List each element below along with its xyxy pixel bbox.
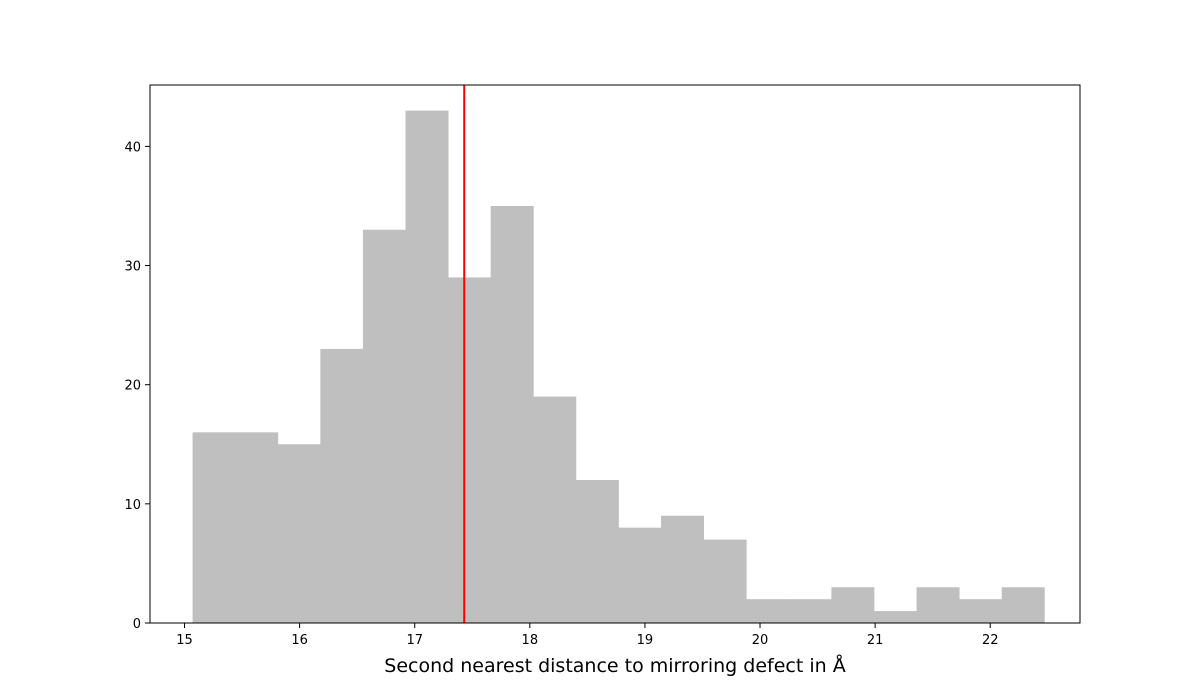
histogram-bar (235, 432, 279, 623)
histogram-bar (831, 587, 875, 623)
histogram-bar (490, 205, 534, 623)
x-tick-label: 21 (867, 633, 884, 648)
y-tick-label: 0 (133, 617, 141, 632)
x-tick-label: 22 (982, 633, 999, 648)
histogram-bar (362, 229, 406, 623)
plot-frame (149, 84, 1081, 624)
histogram-bars (192, 110, 1045, 624)
x-tick-label: 19 (637, 633, 654, 648)
histogram-bar (405, 110, 449, 624)
x-tick-label: 17 (406, 633, 423, 648)
histogram-bar (575, 480, 619, 623)
histogram-bar (873, 611, 917, 623)
histogram-bar (959, 599, 1003, 623)
y-tick-label: 10 (124, 498, 141, 513)
x-tick-label: 16 (291, 633, 308, 648)
histogram-bar (916, 587, 960, 623)
x-tick-label: 15 (176, 633, 193, 648)
x-tick-label: 20 (752, 633, 769, 648)
histogram-bar (1001, 587, 1045, 623)
histogram-bar (661, 515, 705, 623)
histogram-bar (192, 432, 236, 623)
histogram-bar (703, 539, 747, 623)
histogram-bar (277, 444, 321, 623)
x-axis-label: Second nearest distance to mirroring def… (384, 654, 845, 677)
histogram-bar (448, 277, 492, 623)
y-tick-label: 20 (124, 379, 141, 394)
histogram-bar (320, 348, 364, 623)
histogram-bar (618, 527, 662, 623)
y-tick-label: 40 (124, 140, 141, 155)
histogram-bar (533, 396, 577, 623)
y-axis-ticks: 0 10 20 30 40 (124, 140, 150, 632)
y-tick-label: 30 (124, 260, 141, 275)
x-tick-label: 18 (522, 633, 539, 648)
histogram-bar (746, 599, 790, 623)
x-axis-ticks: 15 16 17 18 19 20 21 22 (176, 623, 998, 648)
histogram-bar (788, 599, 832, 623)
